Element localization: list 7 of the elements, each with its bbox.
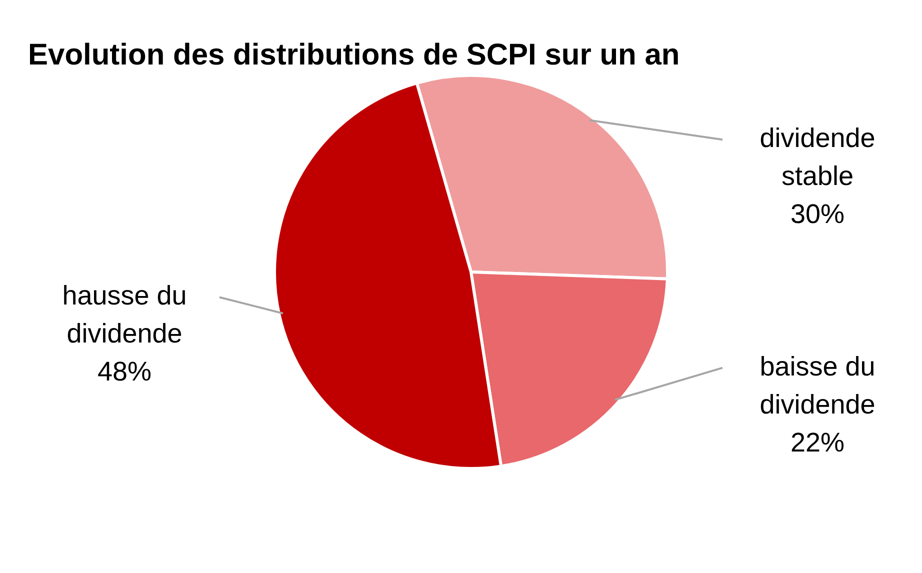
slice-label: hausse du dividende — [62, 280, 187, 349]
chart-title: Evolution des distributions de SCPI sur un an — [28, 38, 680, 72]
slice-label: dividende stable — [760, 123, 876, 192]
data-label: 22% — [790, 427, 845, 458]
data-label: 48% — [97, 356, 152, 387]
slice-label: baisse du dividende — [760, 351, 876, 420]
data-label: 30% — [790, 199, 845, 230]
